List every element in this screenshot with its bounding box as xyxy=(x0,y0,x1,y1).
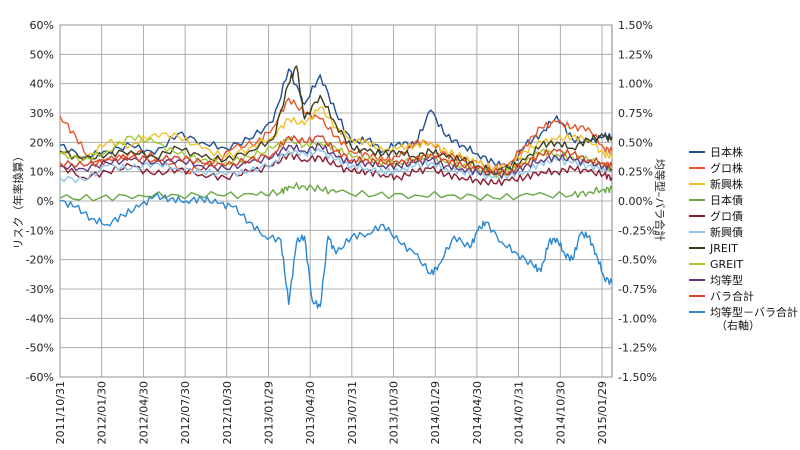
x-tick-label: 2014/01/29 xyxy=(429,381,442,444)
right-tick-label: 0.25% xyxy=(618,166,653,179)
chart-plot-lines xyxy=(59,65,613,309)
legend-entry: 新興株 xyxy=(710,177,743,191)
series-line xyxy=(59,65,613,176)
right-tick-label: 1.00% xyxy=(618,78,653,91)
right-tick-label: -1.25% xyxy=(618,342,657,355)
left-axis-ticks: 60% 50% 40% 30% 20% 10% 0% -10% -20% -30% -40% -50%… xyxy=(26,19,54,384)
right-tick-label: -1.00% xyxy=(618,312,657,325)
x-tick-label: 2013/01/29 xyxy=(262,381,275,444)
x-tick-label: 2013/10/30 xyxy=(388,381,401,444)
left-tick-label: -40% xyxy=(26,312,54,325)
series-line xyxy=(59,182,613,202)
x-tick-label: 2012/04/30 xyxy=(137,381,150,444)
x-tick-label: 2012/10/30 xyxy=(221,381,234,444)
left-tick-label: 20% xyxy=(30,136,54,149)
x-tick-label: 2012/07/30 xyxy=(179,381,192,444)
x-tick-label: 2015/01/29 xyxy=(596,381,609,444)
legend-entry: 均等型－バラ合計（右軸） xyxy=(710,305,798,332)
legend-entry: 新興債 xyxy=(710,225,743,239)
left-tick-label: -30% xyxy=(26,283,54,296)
left-tick-label: 10% xyxy=(30,166,54,179)
series-line xyxy=(59,106,613,172)
right-axis-ticks: 1.50% 1.25% 1.00% 0.75% 0.50% 0.25% 0.00% -0.25… xyxy=(618,19,657,384)
legend-entry: 日本株 xyxy=(710,145,743,159)
series-line xyxy=(59,135,613,176)
legend-entry: グロ株 xyxy=(710,161,743,175)
left-axis-title: リスク（年率換算） xyxy=(11,151,25,250)
right-tick-label: -0.50% xyxy=(618,254,657,267)
left-tick-label: 60% xyxy=(30,19,54,32)
series-line xyxy=(59,134,613,179)
left-tick-label: -20% xyxy=(26,254,54,267)
legend-entry: 日本債 xyxy=(710,193,743,207)
x-tick-label: 2014/04/30 xyxy=(471,381,484,444)
left-tick-label: -10% xyxy=(26,224,54,237)
right-tick-label: 1.25% xyxy=(618,48,653,61)
right-tick-label: 0.50% xyxy=(618,136,653,149)
left-tick-label: 50% xyxy=(30,48,54,61)
x-tick-label: 2013/04/30 xyxy=(304,381,317,444)
left-tick-label: -50% xyxy=(26,342,54,355)
legend-entry: バラ合計 xyxy=(710,289,754,303)
legend-entry: JREIT xyxy=(709,242,738,255)
x-tick-label: 2013/07/31 xyxy=(346,381,359,444)
chart-grid xyxy=(59,24,613,378)
series-line xyxy=(59,68,613,170)
x-axis-ticks: 2011/10/31 2012/01/30 2012/04/30 2012/07/30… xyxy=(54,381,609,444)
legend-entry: GREIT xyxy=(710,258,743,271)
right-tick-label: -0.25% xyxy=(618,224,657,237)
right-tick-label: 1.50% xyxy=(618,19,653,32)
x-tick-label: 2014/10/30 xyxy=(554,381,567,444)
x-tick-label: 2012/01/30 xyxy=(96,381,109,444)
right-tick-label: 0.00% xyxy=(618,195,653,208)
x-tick-label: 2014/07/31 xyxy=(513,381,526,444)
left-tick-label: 30% xyxy=(30,107,54,120)
right-tick-label: -1.50% xyxy=(618,371,657,384)
legend-entry: 均等型 xyxy=(710,273,743,287)
right-axis-title: 均等型–バラ合計 xyxy=(653,159,667,242)
left-tick-label: 0% xyxy=(37,195,54,208)
right-tick-label: -0.75% xyxy=(618,283,657,296)
left-tick-label: -60% xyxy=(26,371,54,384)
x-tick-label: 2011/10/31 xyxy=(54,381,67,444)
series-line xyxy=(59,152,613,186)
series-line xyxy=(59,192,613,309)
right-tick-label: 0.75% xyxy=(618,107,653,120)
series-line xyxy=(59,97,613,175)
legend-entry: グロ債 xyxy=(710,209,743,223)
left-tick-label: 40% xyxy=(30,78,54,91)
